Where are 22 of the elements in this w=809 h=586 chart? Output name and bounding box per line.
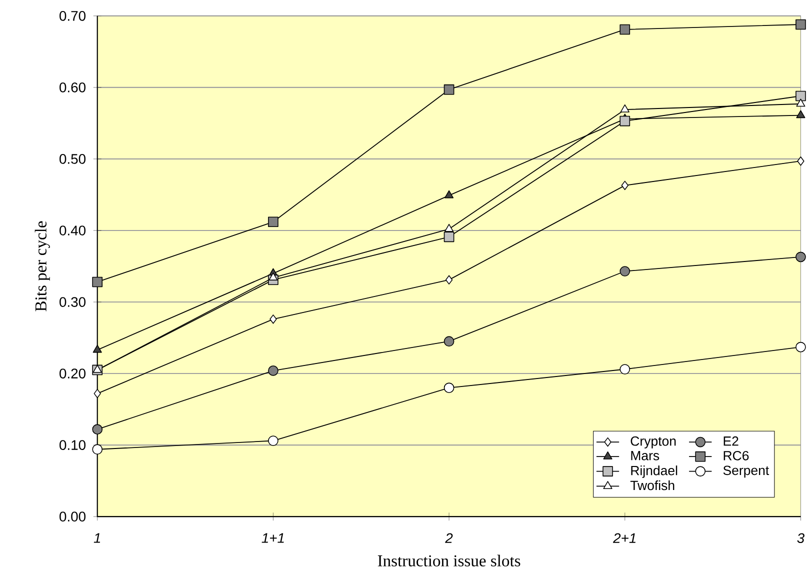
y-tick-label: 0.20 bbox=[60, 368, 86, 378]
legend-label: Serpent bbox=[723, 466, 770, 478]
y-tick-label: 0.00 bbox=[60, 512, 86, 522]
y-tick-label: 0.50 bbox=[60, 154, 86, 164]
y-axis-title: Bits per cycle bbox=[34, 221, 50, 312]
legend-label: E2 bbox=[724, 436, 738, 446]
legend-label: Crypton bbox=[630, 436, 676, 448]
y-tick-label: 0.10 bbox=[60, 440, 86, 450]
x-tick-label: 2+1 bbox=[613, 533, 636, 543]
x-axis-title: Instruction issue slots bbox=[378, 554, 520, 566]
legend-label: Rijndael bbox=[631, 465, 678, 478]
x-tick-label: 1+1 bbox=[262, 533, 284, 543]
y-tick-label: 0.30 bbox=[60, 297, 86, 307]
y-tick-label: 0.70 bbox=[60, 10, 86, 21]
x-tick-label: 3 bbox=[797, 533, 804, 543]
x-tick-label: 1 bbox=[94, 533, 100, 543]
x-tick-label: 2 bbox=[445, 533, 453, 543]
y-tick-label: 0.60 bbox=[60, 82, 86, 92]
legend-label: RC6 bbox=[724, 450, 749, 460]
y-tick-label: 0.40 bbox=[60, 226, 86, 236]
legend-label: Twofish bbox=[630, 480, 674, 490]
legend-label: Mars bbox=[631, 450, 660, 460]
